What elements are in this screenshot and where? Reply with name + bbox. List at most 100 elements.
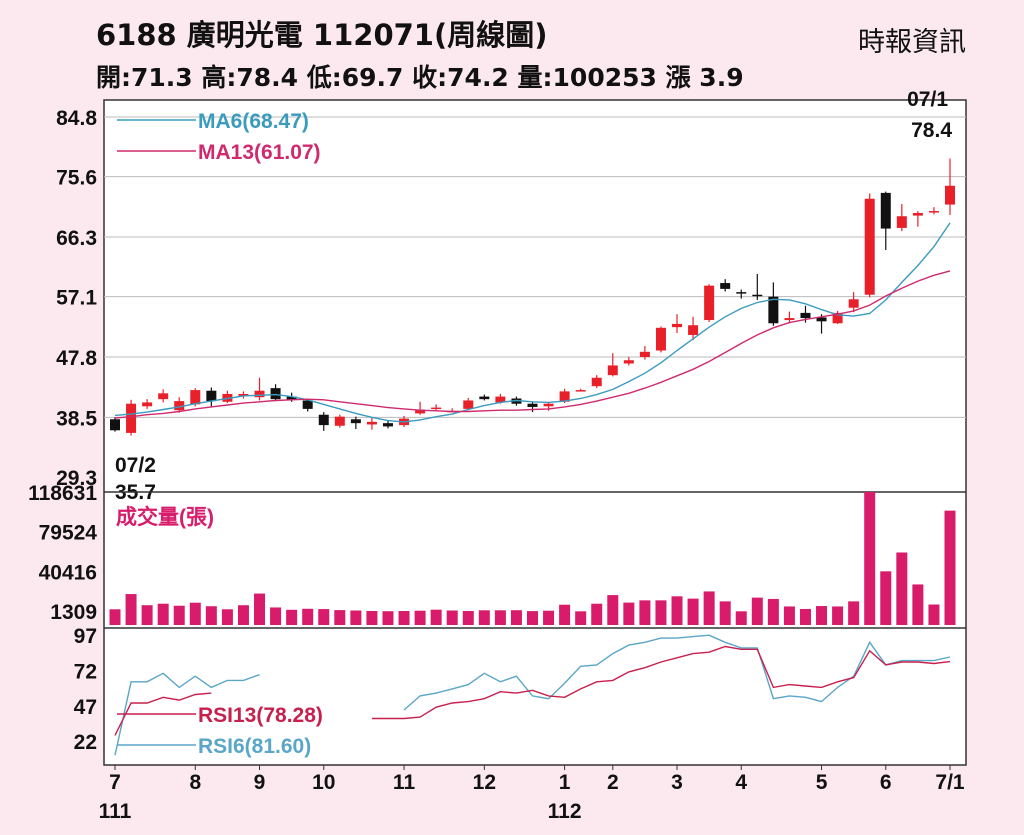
volume-bar [559, 604, 571, 625]
volume-bar [221, 609, 233, 625]
volume-y-tick: 118631 [28, 482, 97, 505]
volume-bar [189, 602, 201, 625]
legend-ma6: MA6(68.47) [198, 110, 309, 133]
candle-body [382, 423, 393, 427]
volume-bar [446, 610, 458, 625]
volume-y-tick: 79524 [39, 522, 98, 545]
volume-bar [591, 603, 603, 625]
year-label: 112 [548, 800, 582, 823]
x-tick-label: 4 [735, 771, 747, 794]
candle-body [655, 327, 666, 351]
start-date-label: 07/2 [115, 454, 156, 477]
candle-body [270, 388, 281, 400]
candle-body [800, 312, 811, 319]
candle-body [318, 414, 329, 426]
candle-body [126, 403, 137, 433]
volume-bar [382, 611, 394, 625]
volume-bar [398, 611, 410, 625]
volume-bar [751, 597, 763, 625]
candle-body [688, 325, 699, 335]
candle-body [816, 317, 827, 322]
x-tick-label: 2 [607, 771, 619, 794]
candle-body [158, 393, 169, 400]
ma6-line [114, 222, 951, 423]
price-panel: 84.8 75.6 66.3 57.1 47.8 38.5 29.3 MA6(68.47) MA… [56, 88, 967, 766]
rsi13-line [114, 645, 951, 736]
candle-body [350, 419, 361, 424]
volume-bar [302, 608, 314, 625]
x-tick-label: 8 [189, 771, 201, 794]
volume-bar [157, 603, 169, 625]
rsi-y-tick: 97 [74, 625, 97, 648]
candle-body [575, 390, 586, 392]
candle-body [736, 292, 747, 294]
candle-body [672, 323, 683, 328]
x-tick-label: 6 [880, 771, 892, 794]
volume-bar [334, 610, 346, 625]
candle-body [174, 401, 185, 411]
price-y-tick: 84.8 [56, 107, 97, 130]
volume-bar [896, 552, 908, 625]
volume-bar [125, 594, 137, 625]
plot-frame [103, 99, 967, 766]
volume-bar [639, 600, 651, 625]
candle-body [768, 296, 779, 324]
volume-bar [719, 601, 731, 625]
volume-bar [687, 598, 699, 625]
candle-body [302, 400, 313, 409]
volume-title: 成交量(張) [116, 505, 214, 529]
legend-rsi6: RSI6(81.60) [198, 735, 311, 758]
volume-bar [350, 610, 362, 625]
candle-body [752, 294, 763, 297]
end-high-label: 78.4 [911, 119, 952, 142]
volume-bar [848, 601, 860, 625]
volume-bar [205, 606, 217, 625]
candle-body [896, 216, 907, 228]
rsi-panel: 97 72 47 22 RSI13(78.28) RSI6(81.60) [74, 625, 966, 758]
x-tick-label: 10 [312, 771, 335, 794]
volume-bar [864, 492, 876, 625]
volume-bar [783, 606, 795, 625]
candle-body [206, 390, 217, 402]
candle-body [495, 396, 506, 403]
x-tick-label: 1 [559, 771, 571, 794]
price-y-tick: 75.6 [56, 167, 97, 190]
candle-body [334, 416, 345, 426]
volume-y-tick: 40416 [39, 561, 97, 584]
volume-bar [510, 610, 522, 625]
candle-body [254, 390, 265, 398]
volume-bar [478, 610, 490, 625]
candle-body [880, 192, 891, 229]
volume-bar [462, 611, 474, 625]
candle-body [463, 400, 474, 409]
price-y-tick: 38.5 [56, 407, 97, 430]
rsi-y-tick: 47 [74, 696, 97, 719]
volume-bar [735, 611, 747, 625]
year-label: 111 [99, 800, 132, 823]
volume-bar [767, 598, 779, 625]
rsi-y-tick: 22 [74, 731, 97, 754]
candle-body [110, 419, 120, 431]
candle-body [784, 318, 795, 321]
candle-body [286, 396, 297, 400]
candle-body [704, 285, 715, 321]
candle-body [912, 213, 923, 216]
volume-bar [832, 606, 844, 625]
candle-body [543, 403, 554, 407]
volume-bar [671, 596, 683, 625]
candle-body [415, 409, 426, 414]
price-y-tick: 29.3 [56, 467, 97, 490]
candle-body [864, 198, 875, 295]
candle-body [832, 312, 843, 324]
volume-bar [575, 611, 587, 625]
volume-bar [816, 606, 828, 625]
candle-body [623, 360, 634, 364]
volume-bar [799, 608, 811, 625]
volume-bar [912, 584, 924, 625]
volume-bar [655, 600, 667, 625]
volume-bar [527, 611, 538, 625]
volume-bar [254, 593, 266, 625]
volume-bar [173, 605, 185, 625]
candle-body [848, 299, 859, 308]
